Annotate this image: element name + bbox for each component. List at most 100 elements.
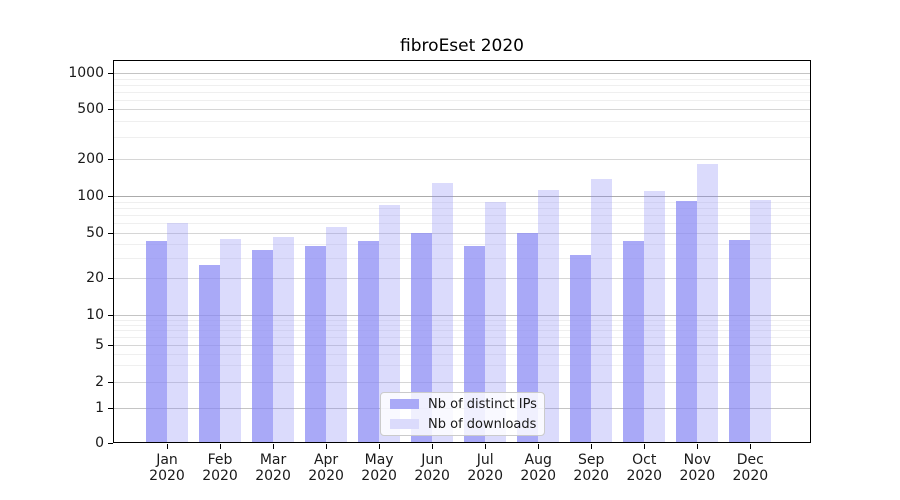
y-tick-label: 500	[77, 101, 104, 118]
x-tick-year: 2020	[308, 468, 344, 484]
bar-distinct-ips	[623, 241, 645, 443]
gridline-minor	[113, 137, 811, 138]
x-tick-label: Jun 2020	[401, 452, 463, 484]
x-tick-year: 2020	[679, 468, 716, 484]
y-tick-mark	[108, 232, 113, 234]
y-tick-label: 2	[95, 373, 104, 390]
bar-distinct-ips	[729, 240, 751, 443]
x-tick-month: May	[364, 452, 394, 468]
y-tick-mark	[108, 278, 113, 280]
gridline-minor	[113, 337, 811, 339]
x-tick-year: 2020	[414, 468, 450, 484]
gridline-major	[113, 232, 811, 234]
gridline-minor	[113, 223, 811, 225]
legend-row-distinct-ips: Nb of distinct IPs	[390, 396, 537, 412]
bar-distinct-ips	[676, 200, 698, 443]
y-tick-label: 1000	[68, 65, 104, 82]
gridline-major	[113, 196, 811, 197]
legend: Nb of distinct IPs Nb of downloads	[380, 392, 545, 436]
gridline-major	[113, 109, 811, 111]
x-tick-label: Mar 2020	[242, 452, 304, 484]
legend-swatch-distinct-ips	[390, 399, 419, 409]
plot-area	[113, 60, 811, 443]
chart-title: fibroEset 2020	[400, 36, 524, 56]
gridline-major	[113, 73, 811, 75]
x-tick-month: Feb	[207, 452, 233, 468]
x-tick-month: Jun	[421, 452, 444, 468]
bar-distinct-ips	[305, 246, 327, 443]
bar-distinct-ips	[146, 241, 167, 443]
x-tick-month: Sep	[578, 452, 605, 468]
bar-downloads	[485, 201, 507, 443]
x-tick-month: Aug	[524, 452, 552, 468]
gridline-minor	[113, 258, 811, 260]
x-tick-year: 2020	[626, 468, 663, 484]
gridline-minor	[113, 207, 811, 209]
bar-distinct-ips	[358, 241, 380, 443]
gridline-minor	[113, 324, 811, 326]
y-tick-mark	[108, 408, 113, 410]
x-tick-month: Nov	[683, 452, 711, 468]
x-tick-label: Sep 2020	[560, 452, 622, 484]
gridline-minor	[113, 330, 811, 332]
gridline-minor	[113, 91, 811, 93]
x-tick-mark	[220, 444, 222, 449]
x-tick-mark	[750, 444, 752, 449]
x-tick-mark	[538, 444, 540, 449]
x-tick-month: Mar	[259, 452, 287, 468]
gridline-minor	[113, 78, 811, 80]
x-tick-year: 2020	[467, 468, 503, 484]
x-tick-mark	[432, 444, 434, 449]
bar-downloads	[379, 205, 401, 443]
y-tick-label: 5	[95, 337, 104, 353]
y-tick-mark	[108, 345, 113, 346]
x-tick-mark	[379, 444, 381, 449]
bar-downloads	[538, 189, 560, 443]
bar-distinct-ips	[517, 232, 539, 443]
bar-downloads	[591, 179, 613, 443]
x-tick-mark	[326, 444, 328, 449]
x-tick-mark	[697, 444, 699, 449]
y-tick-label: 10	[86, 307, 104, 323]
x-tick-label: Nov 2020	[666, 452, 728, 484]
gridline-minor	[113, 243, 811, 245]
y-tick-mark	[108, 381, 113, 383]
gridline-major	[113, 159, 811, 160]
gridline-minor	[113, 319, 811, 321]
y-tick-label: 20	[86, 270, 104, 287]
legend-row-downloads: Nb of downloads	[390, 416, 537, 432]
bar-distinct-ips	[411, 232, 433, 443]
bar-distinct-ips	[199, 265, 221, 443]
bar-distinct-ips	[570, 254, 592, 443]
bar-downloads	[432, 182, 454, 443]
gridline-minor	[113, 84, 811, 86]
y-tick-label: 1	[95, 400, 104, 417]
y-tick-label: 50	[86, 224, 104, 241]
x-tick-mark	[644, 444, 646, 449]
x-tick-mark	[485, 444, 487, 449]
x-tick-month: Apr	[313, 452, 339, 468]
x-tick-label: Aug 2020	[507, 452, 569, 484]
y-tick-mark	[108, 73, 113, 75]
bar-downloads	[326, 226, 348, 443]
x-tick-mark	[591, 444, 593, 449]
x-tick-label: Apr 2020	[295, 452, 357, 484]
y-tick-label: 0	[95, 435, 104, 451]
gridline-major	[113, 315, 811, 316]
y-tick-mark	[108, 159, 113, 160]
gridline-minor	[113, 365, 811, 367]
x-tick-label: Dec 2020	[719, 452, 781, 484]
gridline-major	[113, 381, 811, 383]
bar-downloads	[644, 190, 666, 443]
gridline-minor	[113, 353, 811, 355]
x-tick-year: 2020	[149, 468, 185, 484]
legend-label-downloads: Nb of downloads	[428, 416, 537, 432]
y-tick-mark	[108, 109, 113, 111]
legend-label-distinct-ips: Nb of distinct IPs	[428, 396, 537, 412]
x-tick-year: 2020	[732, 468, 769, 484]
x-tick-year: 2020	[255, 468, 291, 484]
x-tick-year: 2020	[520, 468, 557, 484]
gridline-minor	[113, 214, 811, 216]
bar-downloads	[273, 236, 295, 443]
legend-swatch-downloads	[390, 419, 419, 429]
